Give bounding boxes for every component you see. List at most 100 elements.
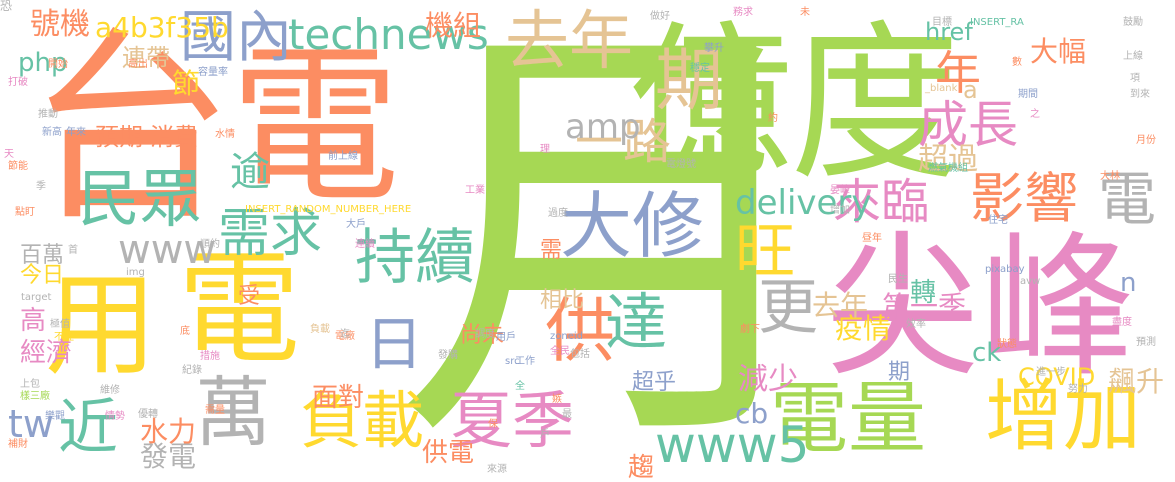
cloud-word: 節	[172, 67, 201, 100]
cloud-word: 進一步	[1036, 367, 1066, 378]
cloud-word: 鼓勵	[1123, 17, 1143, 28]
cloud-word: 大林	[1100, 171, 1120, 182]
cloud-word: 理	[540, 144, 550, 155]
cloud-word: 做好	[650, 11, 670, 22]
cloud-word: 工作	[515, 356, 535, 367]
cloud-word: 需	[540, 238, 563, 263]
cloud-word: 來源	[487, 464, 507, 475]
cloud-word: 優轉	[138, 409, 158, 420]
cloud-word: 超過	[918, 142, 978, 177]
cloud-word: technews	[288, 10, 489, 59]
cloud-word: 電	[1098, 165, 1157, 233]
cloud-word: 用	[45, 261, 157, 391]
cloud-word: INSERT_RANDOM_NUMBER_HERE	[245, 204, 412, 215]
cloud-word: 不佳	[54, 332, 74, 343]
cloud-word: 穩定	[690, 63, 710, 74]
cloud-word: 過度	[548, 208, 568, 219]
cloud-word: 迄	[340, 329, 350, 340]
cloud-word: 逾	[230, 149, 270, 195]
cloud-word: 機組	[425, 9, 482, 42]
cloud-word: 情勢	[105, 411, 125, 422]
cloud-word: 未	[800, 7, 810, 18]
cloud-word: 水情	[215, 129, 235, 140]
cloud-word: 電	[178, 238, 300, 380]
cloud-word: 一路	[575, 114, 672, 170]
cloud-word: 負載	[300, 384, 425, 457]
cloud-word: 發電	[140, 440, 197, 473]
cloud-word: 用戶	[496, 332, 516, 343]
cloud-word: 大戶	[346, 219, 366, 230]
cloud-word: 尖峰	[825, 217, 1135, 398]
cloud-word: src	[505, 356, 520, 367]
cloud-word: 極值	[50, 319, 70, 330]
cloud-word: 首	[68, 245, 78, 256]
cloud-word: 月份	[1136, 135, 1156, 146]
cloud-word: 維修	[100, 385, 120, 396]
cloud-word: 打破	[8, 77, 28, 88]
cloud-word: 期	[888, 360, 911, 385]
cloud-word: 趨	[628, 453, 655, 482]
cloud-word: 百萬	[20, 243, 65, 268]
cloud-word: 需量	[205, 405, 225, 416]
cloud-word: 需求	[218, 204, 323, 264]
cloud-word: 預測	[1136, 337, 1156, 348]
cloud-word: 達	[605, 286, 668, 359]
cloud-word: 上包	[20, 379, 40, 390]
cloud-word: 電	[230, 28, 401, 226]
cloud-word: 樣三廠	[20, 391, 50, 402]
cloud-word: pixabay	[985, 264, 1025, 275]
cloud-word: 疫情	[835, 312, 892, 345]
cloud-word: www	[118, 227, 217, 273]
cloud-word: a	[963, 76, 978, 104]
cloud-word: 節能	[8, 161, 28, 172]
cloud-word: www5	[655, 416, 810, 474]
cloud-word: 上線	[1123, 51, 1143, 62]
cloud-word: delivery	[735, 183, 872, 223]
cloud-word: php	[18, 48, 68, 78]
cloud-word: tw	[8, 402, 54, 446]
cloud-word: 連帶	[122, 44, 170, 72]
cloud-word: COVID	[1018, 363, 1096, 391]
cloud-word: 持續	[355, 223, 475, 293]
cloud-word: 年	[935, 46, 981, 100]
cloud-word: 戶	[540, 429, 550, 440]
cloud-word: 攀升	[704, 43, 724, 54]
cloud-word: 電燈號	[666, 159, 696, 170]
cloud-word: 目標	[932, 17, 952, 28]
cloud-word: 約	[768, 113, 778, 124]
cloud-word: 數	[1012, 57, 1022, 68]
cloud-word: 經濟	[20, 338, 73, 368]
cloud-word: 水力	[140, 415, 197, 448]
cloud-word: 效率	[906, 319, 926, 330]
cloud-word: 第一季	[882, 290, 967, 323]
cloud-word: 紀錄	[182, 365, 202, 376]
cloud-word: 負載	[310, 324, 330, 335]
cloud-word: 務求	[733, 7, 753, 18]
cloud-word: 最	[562, 409, 572, 420]
cloud-word: 恐	[0, 0, 13, 13]
cloud-word: 億	[628, 6, 793, 198]
cloud-word: n	[1120, 268, 1137, 298]
cloud-word: _blank	[925, 83, 958, 94]
cloud-word: href	[925, 18, 973, 46]
cloud-word: 晏峰	[830, 185, 850, 196]
cloud-word: 減少	[738, 362, 798, 397]
cloud-word: 新高	[42, 127, 62, 138]
cloud-word: 前上線	[328, 151, 358, 162]
cloud-word: 旺	[735, 217, 795, 287]
cloud-word: 民眾	[78, 162, 203, 235]
cloud-word: 補財	[8, 439, 28, 450]
cloud-word: 供電	[422, 438, 475, 468]
cloud-word: 發購	[438, 350, 458, 361]
cloud-word: 劇下	[740, 324, 760, 335]
cloud-word: 燃氣機組	[928, 163, 968, 174]
cloud-word: 受	[238, 284, 261, 309]
cloud-word: 月	[395, 0, 835, 482]
cloud-word: 包括	[570, 349, 590, 360]
cloud-word: 順約	[200, 239, 220, 250]
cloud-word: 大修	[560, 184, 705, 268]
cloud-word: 民生	[888, 274, 908, 285]
cloud-word: 去年	[812, 289, 869, 322]
cloud-word: 工業	[465, 185, 485, 196]
